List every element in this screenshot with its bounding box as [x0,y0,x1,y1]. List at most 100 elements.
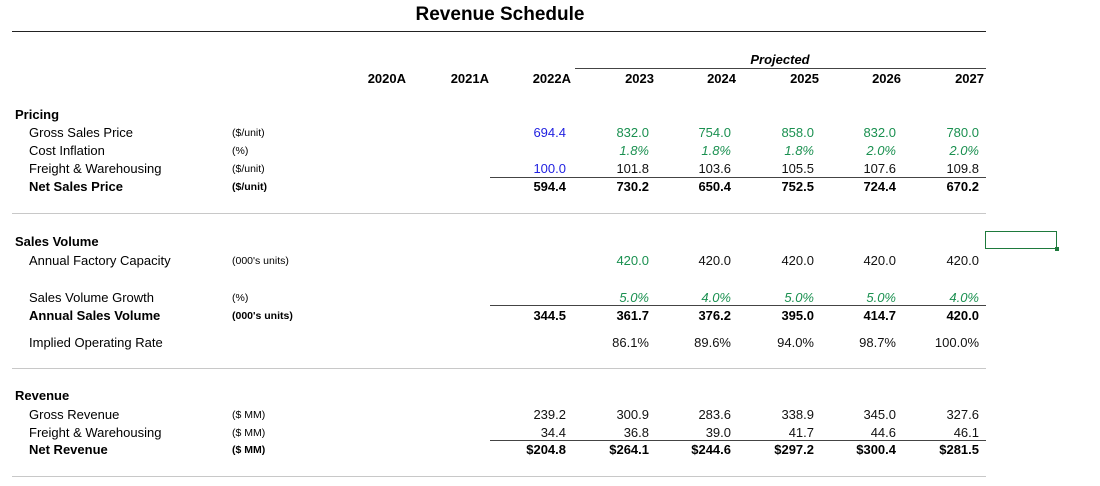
cell-2023[interactable]: 361.7 [616,308,649,323]
cell-2024[interactable]: 39.0 [705,425,731,440]
cell-2027[interactable]: 100.0% [934,335,979,350]
cell-2026[interactable]: 420.0 [863,253,896,268]
row-unit: (000's units) [232,310,293,322]
year-header: 2026 [872,71,901,86]
subtotal-rule [490,305,986,306]
section-divider [12,213,986,214]
active-cell-selection[interactable] [985,231,1059,251]
sheet-title: Revenue Schedule [415,4,585,25]
cell-2024[interactable]: 650.4 [698,179,731,194]
cell-2022A[interactable]: $204.8 [526,442,566,457]
row-label: Sales Volume Growth [29,290,155,305]
cell-2025[interactable]: 858.0 [781,125,814,140]
cell-2022A[interactable]: 34.4 [540,425,566,440]
row-label: Freight & Warehousing [29,425,162,440]
cell-2026[interactable]: 5.0% [866,290,896,305]
cell-2023[interactable]: 300.9 [616,407,649,422]
cell-2023[interactable]: 5.0% [619,290,649,305]
cell-2024[interactable]: $244.6 [691,442,731,457]
row-unit: ($ MM) [232,427,266,439]
cell-2027[interactable]: 780.0 [946,125,979,140]
year-header: 2022A [532,71,571,86]
row-label: Gross Sales Price [29,125,134,140]
title-underline [12,31,986,32]
section-title-sales-volume: Sales Volume [15,234,99,249]
cell-2023[interactable]: $264.1 [609,442,649,457]
row-unit: ($ MM) [232,409,266,421]
cell-2022A[interactable]: 344.5 [533,308,566,323]
section-divider [12,476,986,477]
cell-2022A[interactable]: 594.4 [533,179,566,194]
cell-2027[interactable]: 420.0 [946,253,979,268]
cell-2023[interactable]: 730.2 [616,179,649,194]
cell-2024[interactable]: 376.2 [698,308,731,323]
fill-handle[interactable] [1055,247,1059,251]
cell-2023[interactable]: 832.0 [616,125,649,140]
cell-2022A[interactable]: 694.4 [533,125,566,140]
row-unit: (%) [232,292,249,304]
cell-2025[interactable]: 94.0% [777,335,814,350]
cell-2022A[interactable]: 239.2 [533,407,566,422]
subtotal-rule [490,440,986,441]
cell-2025[interactable]: 1.8% [784,143,814,158]
cell-2026[interactable]: $300.4 [856,442,896,457]
year-header: 2021A [450,71,489,86]
cell-2024[interactable]: 754.0 [698,125,731,140]
year-header: 2025 [790,71,819,86]
cell-2025[interactable]: $297.2 [774,442,814,457]
year-header: 2027 [955,71,984,86]
cell-2025[interactable]: 752.5 [781,179,814,194]
cell-2025[interactable]: 41.7 [788,425,814,440]
cell-2026[interactable]: 414.7 [863,308,896,323]
cell-2024[interactable]: 103.6 [698,161,731,176]
cell-2023[interactable]: 1.8% [619,143,649,158]
cell-2026[interactable]: 832.0 [863,125,896,140]
cell-2024[interactable]: 89.6% [694,335,731,350]
row-unit: ($/unit) [232,127,265,139]
cell-2027[interactable]: 46.1 [953,425,979,440]
cell-2027[interactable]: 4.0% [949,290,979,305]
cell-2025[interactable]: 395.0 [781,308,814,323]
cell-2024[interactable]: 4.0% [701,290,731,305]
cell-2026[interactable]: 2.0% [866,143,896,158]
cell-2025[interactable]: 420.0 [781,253,814,268]
cell-2025[interactable]: 338.9 [781,407,814,422]
cell-2026[interactable]: 107.6 [863,161,896,176]
row-label: Cost Inflation [29,143,105,158]
cell-2026[interactable]: 724.4 [863,179,896,194]
row-label: Net Revenue [29,442,108,457]
cell-2027[interactable]: 670.2 [946,179,979,194]
cell-2024[interactable]: 1.8% [701,143,731,158]
row-label: Freight & Warehousing [29,161,162,176]
row-unit: ($ MM) [232,444,266,456]
year-header: 2024 [707,71,736,86]
year-header: 2020A [367,71,406,86]
cell-2023[interactable]: 420.0 [616,253,649,268]
cell-2026[interactable]: 98.7% [859,335,896,350]
row-label: Implied Operating Rate [29,335,163,350]
cell-2027[interactable]: 109.8 [946,161,979,176]
projected-underline [575,68,986,69]
cell-2022A[interactable]: 100.0 [533,161,566,176]
row-label: Net Sales Price [29,179,123,194]
cell-2023[interactable]: 36.8 [623,425,649,440]
cell-2023[interactable]: 101.8 [616,161,649,176]
cell-2027[interactable]: 420.0 [946,308,979,323]
row-label: Gross Revenue [29,407,120,422]
projected-label: Projected [750,52,810,67]
cell-2025[interactable]: 5.0% [784,290,814,305]
cell-2027[interactable]: 2.0% [949,143,979,158]
row-unit: (%) [232,145,249,157]
cell-2026[interactable]: 44.6 [870,425,896,440]
cell-2024[interactable]: 420.0 [698,253,731,268]
row-label: Annual Factory Capacity [29,253,171,268]
cell-2025[interactable]: 105.5 [781,161,814,176]
subtotal-rule [490,177,986,178]
cell-2027[interactable]: $281.5 [939,442,979,457]
section-title-revenue: Revenue [15,388,70,403]
cell-2026[interactable]: 345.0 [863,407,896,422]
cell-2027[interactable]: 327.6 [946,407,979,422]
cell-2023[interactable]: 86.1% [612,335,649,350]
cell-2024[interactable]: 283.6 [698,407,731,422]
row-unit: (000's units) [232,255,289,267]
